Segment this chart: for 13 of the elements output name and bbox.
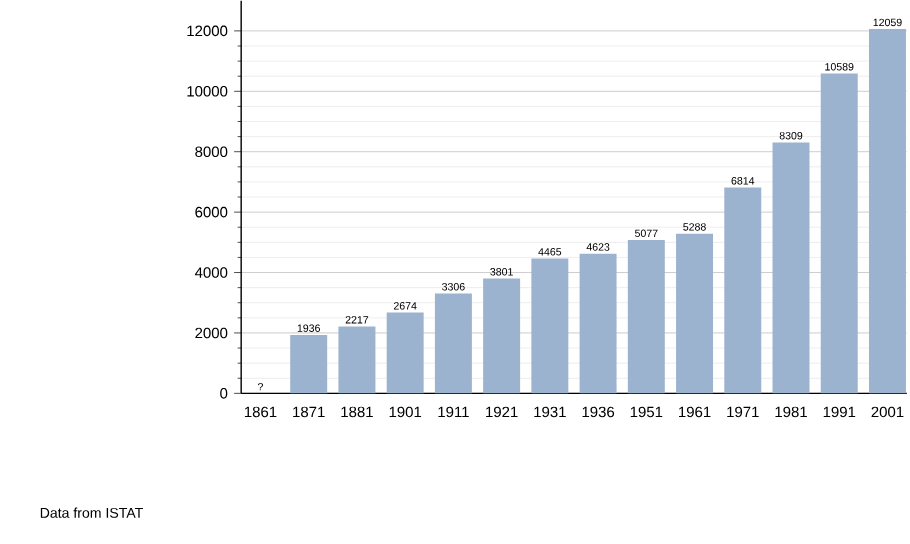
bar (724, 187, 762, 394)
bar (483, 278, 521, 394)
bar (434, 293, 472, 394)
bar (290, 334, 328, 394)
bar (531, 258, 569, 394)
bar (338, 326, 376, 394)
bar (386, 312, 424, 394)
bar (868, 28, 906, 394)
bar (772, 142, 810, 394)
bar (627, 239, 665, 394)
bar (820, 73, 858, 394)
bar (579, 253, 617, 394)
bar (676, 233, 714, 394)
